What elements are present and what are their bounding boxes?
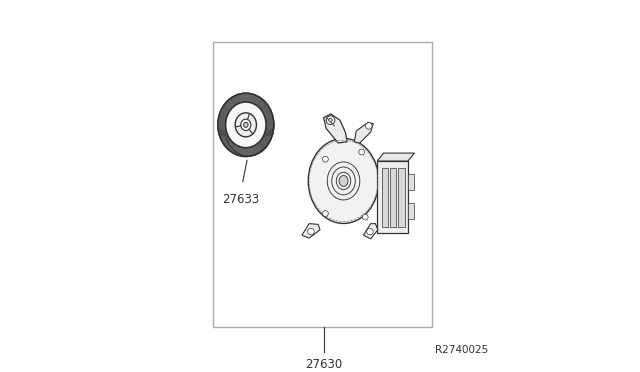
Bar bbox=[408, 203, 415, 219]
Ellipse shape bbox=[241, 119, 251, 131]
Bar bbox=[390, 167, 396, 227]
Circle shape bbox=[358, 149, 365, 155]
Ellipse shape bbox=[308, 138, 379, 224]
Bar bbox=[408, 174, 415, 190]
Circle shape bbox=[367, 228, 373, 235]
Ellipse shape bbox=[235, 113, 257, 137]
Text: 27630: 27630 bbox=[305, 358, 342, 371]
Circle shape bbox=[362, 214, 368, 220]
Text: 27633: 27633 bbox=[222, 193, 259, 205]
Circle shape bbox=[326, 116, 335, 125]
Polygon shape bbox=[377, 153, 415, 161]
Circle shape bbox=[323, 211, 328, 217]
Circle shape bbox=[308, 228, 314, 235]
Bar bbox=[377, 161, 408, 233]
Bar bbox=[398, 167, 404, 227]
Polygon shape bbox=[302, 224, 320, 238]
Ellipse shape bbox=[244, 122, 248, 127]
Text: R2740025: R2740025 bbox=[435, 345, 488, 355]
Polygon shape bbox=[364, 224, 378, 239]
Bar bbox=[213, 42, 432, 327]
Circle shape bbox=[323, 156, 328, 162]
Bar bbox=[381, 167, 388, 227]
Circle shape bbox=[329, 118, 332, 122]
Polygon shape bbox=[324, 114, 347, 143]
Ellipse shape bbox=[226, 102, 266, 148]
Polygon shape bbox=[355, 122, 373, 143]
Ellipse shape bbox=[339, 176, 348, 186]
Circle shape bbox=[365, 123, 372, 129]
